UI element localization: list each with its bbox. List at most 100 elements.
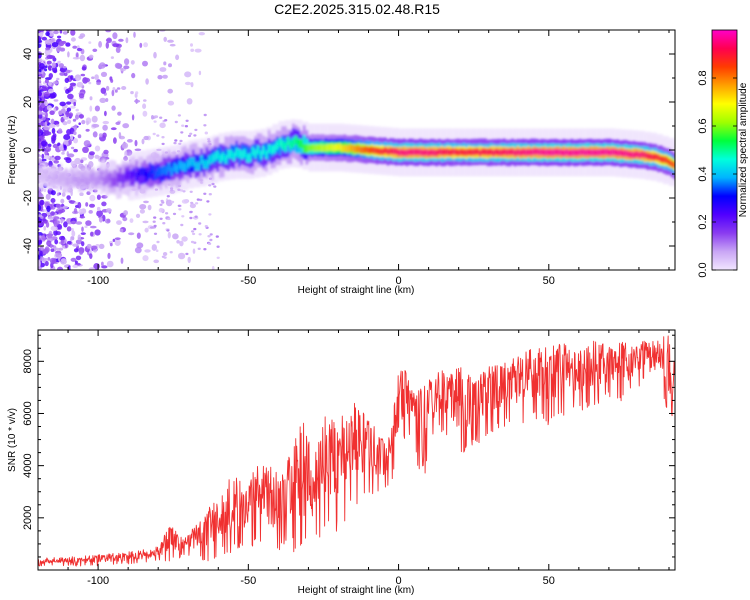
spectrogram-ridge-cell <box>116 173 119 183</box>
spectrogram-noise-blob <box>122 216 128 222</box>
spectrogram-ridge-cell <box>581 148 584 156</box>
spectrogram-noise-blob <box>209 233 213 236</box>
spectrogram-noise-blob <box>38 36 41 42</box>
spectrogram-noise-blob <box>174 139 178 142</box>
spectrogram-ridge-cell <box>113 177 117 187</box>
spectrogram-noise-blob <box>63 221 68 228</box>
spectrogram-noise-blob <box>159 67 167 72</box>
spectrogram-noise-blob <box>198 233 202 236</box>
spectrogram-ridge-cell <box>657 154 660 162</box>
spectrogram-noise-blob <box>54 155 61 161</box>
spectrogram-ridge-cell <box>270 145 273 155</box>
spectrogram-ridge-cell <box>246 145 249 161</box>
spectrogram-noise-blob <box>199 198 203 202</box>
spectrogram-noise-blob <box>171 200 175 204</box>
spectrogram-ridge-cell <box>573 149 576 156</box>
spectrogram-noise-blob <box>79 215 86 219</box>
spectrogram-noise-blob <box>46 205 51 212</box>
spectrogram-ridge-cell <box>486 148 490 156</box>
spectrogram-noise-blob <box>126 139 133 143</box>
spectrogram-noise-blob <box>70 30 76 36</box>
spectrogram-noise-blob <box>131 72 136 79</box>
spectrogram-ridge-cell <box>259 150 263 160</box>
spectrogram-noise-blob <box>85 220 92 226</box>
spectrogram-noise-blob <box>38 90 42 97</box>
spectrogram-ridge-cell <box>365 146 368 153</box>
spectrogram-noise-blob <box>152 132 156 136</box>
y-tick-label: -20 <box>22 190 34 206</box>
spectrogram-noise-blob <box>89 105 93 112</box>
spectrogram-ridge-cell <box>54 173 57 183</box>
spectrogram-ridge-cell <box>400 149 403 156</box>
spectrogram-ridge-cell <box>267 144 271 153</box>
y-tick-label: 6000 <box>22 401 34 425</box>
spectrogram-ridge-cell <box>313 144 317 152</box>
spectrogram-ridge-cell <box>86 177 90 187</box>
spectrogram-ridge-cell <box>443 148 446 156</box>
spectrogram-ridge-cell <box>367 146 371 154</box>
spectrogram-noise-blob <box>135 91 139 95</box>
spectrogram-noise-blob <box>85 202 89 207</box>
spectrogram-noise-blob <box>187 134 192 138</box>
spectrogram-noise-blob <box>198 222 202 225</box>
spectrogram-noise-blob <box>101 261 104 267</box>
spectrogram-ridge-cell <box>167 162 171 172</box>
spectrogram-ridge-cell <box>643 151 647 159</box>
spectrogram-ridge-cell <box>140 166 144 176</box>
spectrogram-noise-blob <box>42 72 46 78</box>
spectrogram-noise-blob <box>38 189 41 195</box>
spectrogram-noise-blob <box>142 103 147 109</box>
spectrogram-noise-blob <box>45 193 51 200</box>
spectrogram-noise-blob <box>139 204 147 210</box>
spectrogram-ridge-cell <box>373 147 376 154</box>
spectrogram-noise-blob <box>196 198 200 201</box>
spectrogram-ridge-cell <box>78 177 81 187</box>
spectrogram-ridge-cell <box>181 162 184 171</box>
spectrogram-noise-blob <box>41 140 47 147</box>
spectrogram-ridge-cell <box>508 148 511 156</box>
spectrogram-noise-blob <box>216 245 220 248</box>
spectrogram-noise-blob <box>88 151 95 156</box>
spectrogram-noise-blob <box>80 232 86 236</box>
x-tick-label: -50 <box>240 575 256 587</box>
spectrogram-ridge-cell <box>257 145 260 155</box>
spectrogram-noise-blob <box>98 216 103 223</box>
spectrogram-ridge-cell <box>668 159 671 166</box>
spectrogram-noise-blob <box>48 88 54 94</box>
spectrogram-noise-blob <box>77 202 82 209</box>
spectrogram-noise-blob <box>61 192 66 197</box>
spectrogram-noise-blob <box>211 266 215 270</box>
spectrogram-noise-blob <box>169 43 176 47</box>
spectrogram-noise-blob <box>79 192 84 196</box>
spectrogram-ridge-cell <box>343 145 346 152</box>
spectrogram-ridge-cell <box>289 140 292 150</box>
spectrogram-noise-blob <box>46 60 52 65</box>
spectrogram-halo-cell <box>386 127 393 176</box>
spectrogram-noise-blob <box>131 114 135 121</box>
spectrogram-noise-blob <box>110 127 117 131</box>
spectrogram-noise-blob <box>179 139 183 143</box>
spectrogram-noise-blob <box>122 123 130 129</box>
spectrogram-noise-blob <box>151 244 157 251</box>
spectrogram-noise-blob <box>180 131 184 134</box>
spectrogram-noise-blob <box>186 98 193 105</box>
spectrogram-ridge-cell <box>454 148 457 156</box>
spectrogram-noise-blob <box>129 218 134 224</box>
spectrogram-noise-blob <box>101 201 107 207</box>
snr-ylabel: SNR (10 * v/v) <box>7 408 18 472</box>
spectrogram-noise-blob <box>66 195 71 201</box>
spectrogram-ridge-cell <box>584 149 587 156</box>
spectrogram-noise-blob <box>184 81 192 86</box>
spectrogram-noise-blob <box>38 102 41 106</box>
y-tick-label: 4000 <box>22 453 34 477</box>
spectrogram-ridge-cell <box>378 148 382 155</box>
spectrogram-ridge-cell <box>138 168 141 177</box>
spectrogram-noise-blob <box>81 120 86 125</box>
spectrogram-ridge-cell <box>230 149 233 159</box>
spectrogram-noise-blob <box>94 105 100 112</box>
spectrogram-ridge-cell <box>56 175 60 185</box>
spectrogram-noise-blob <box>172 212 177 216</box>
spectrogram-noise-blob <box>192 248 196 254</box>
spectrogram-ridge-cell <box>178 160 181 170</box>
spectrogram-noise-blob <box>57 266 63 270</box>
